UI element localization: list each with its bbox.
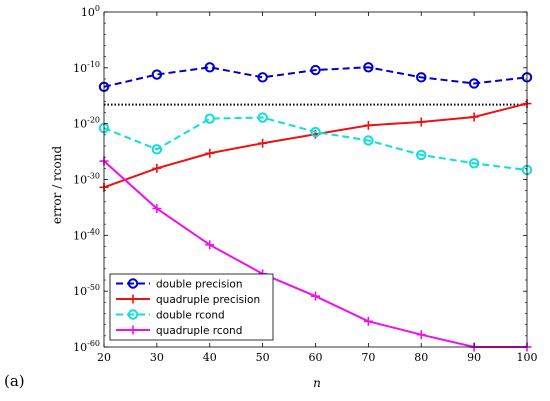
data-point-quadruple-precision: [258, 138, 268, 148]
y-tick-label: 100: [81, 4, 100, 19]
y-tick-label: 10-20: [73, 116, 100, 131]
data-point-double-precision: [468, 78, 480, 89]
data-point-double-rcond: [310, 126, 321, 138]
data-point-quadruple-precision: [205, 148, 215, 158]
data-point-double-precision: [416, 72, 427, 83]
x-tick-label: 60: [309, 351, 323, 364]
x-tick-label: 90: [467, 351, 481, 364]
legend-label-double-rcond: double rcond: [156, 310, 225, 322]
data-point-double-rcond: [257, 112, 268, 123]
series-line-double-precision: [103, 66, 528, 88]
x-tick-label: 40: [203, 351, 217, 364]
data-point-quadruple-rcond: [363, 316, 373, 326]
data-point-double-rcond: [416, 149, 427, 161]
data-point-quadruple-precision: [363, 120, 373, 130]
data-point-double-precision: [363, 62, 374, 73]
data-point-double-precision: [310, 64, 321, 76]
data-point-quadruple-rcond: [416, 330, 426, 340]
data-point-quadruple-rcond: [205, 240, 215, 250]
data-point-double-rcond: [468, 158, 480, 169]
data-point-double-precision: [204, 62, 215, 73]
data-point-quadruple-precision: [469, 112, 479, 122]
data-point-double-rcond: [151, 144, 163, 155]
x-tick-label: 20: [97, 351, 111, 364]
x-tick-label: 70: [361, 351, 375, 364]
series-line-quadruple-precision: [103, 102, 528, 189]
legend-label-quadruple-precision: quadruple precision: [156, 294, 260, 306]
y-axis-label: error / rcond: [50, 146, 64, 225]
data-point-quadruple-rcond: [311, 291, 320, 301]
data-point-double-precision: [257, 72, 268, 83]
y-tick-label: 10-30: [73, 172, 100, 187]
data-point-double-rcond: [204, 113, 215, 124]
y-tick-label: 10-10: [73, 60, 100, 75]
y-tick-label: 10-60: [73, 339, 100, 354]
data-point-double-rcond: [363, 135, 374, 146]
y-tick-label: 10-50: [73, 283, 100, 298]
data-point-quadruple-precision: [152, 163, 162, 173]
x-tick-label: 50: [256, 351, 270, 364]
legend-marker-double-precision: [127, 278, 139, 289]
legend-label-quadruple-rcond: quadruple rcond: [156, 325, 242, 337]
legend-marker-quadruple-rcond: [128, 325, 138, 335]
x-tick-label: 80: [414, 351, 428, 364]
legend-label-double-precision: double precision: [156, 279, 243, 291]
legend-marker-double-rcond: [127, 309, 139, 320]
y-tick-label: 10-40: [73, 227, 100, 242]
legend-marker-quadruple-precision: [128, 294, 138, 304]
series-line-double-rcond: [103, 116, 528, 172]
legend: double precision quadruple precision doubl…: [109, 273, 274, 341]
x-axis-label: n: [313, 376, 321, 390]
x-tick-label: 30: [150, 351, 164, 364]
x-tick-label: 100: [517, 351, 538, 364]
data-point-quadruple-rcond: [152, 204, 162, 214]
data-point-double-precision: [151, 69, 163, 80]
panel-label: (a): [4, 372, 25, 390]
data-point-quadruple-precision: [416, 117, 426, 127]
